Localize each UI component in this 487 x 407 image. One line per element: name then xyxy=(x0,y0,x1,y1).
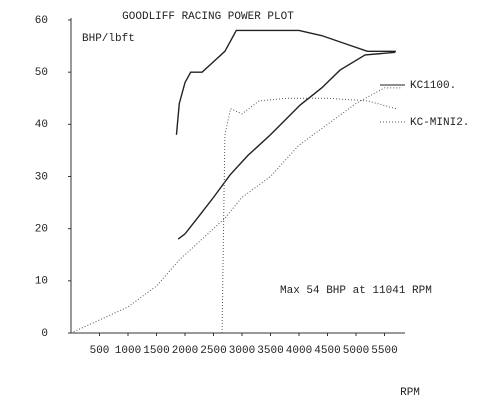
x-axis-label: RPM xyxy=(400,387,420,399)
x-tick-label: 4000 xyxy=(286,345,312,357)
series-line xyxy=(177,51,396,240)
y-tick-label: 50 xyxy=(35,67,48,79)
chart-title: GOODLIFF RACING POWER PLOT xyxy=(122,11,294,23)
x-tick-label: 3500 xyxy=(257,345,283,357)
x-tick-label: 3000 xyxy=(229,345,255,357)
x-tick-label: 500 xyxy=(90,345,110,357)
y-tick-label: 30 xyxy=(35,171,48,183)
y-axis-label: BHP/lbft xyxy=(82,33,135,45)
x-tick-label: 1500 xyxy=(143,345,169,357)
annotation: Max 54 BHP at 11041 RPM xyxy=(280,285,432,297)
x-tick-label: 5500 xyxy=(371,345,397,357)
x-tick-label: 1000 xyxy=(115,345,141,357)
x-tick-label: 2000 xyxy=(172,345,198,357)
y-tick-label: 20 xyxy=(35,224,48,236)
x-tick-label: 2500 xyxy=(200,345,226,357)
legend-label: KC-MINI2. xyxy=(410,117,469,129)
legend-label: KC1100. xyxy=(410,80,456,92)
series-line xyxy=(175,29,396,135)
y-tick-label: 10 xyxy=(35,276,48,288)
x-tick-label: 5000 xyxy=(343,345,369,357)
y-tick-label: 60 xyxy=(35,15,48,27)
y-tick-label: 0 xyxy=(41,328,48,340)
series-line xyxy=(70,87,402,334)
x-tick-label: 4500 xyxy=(314,345,340,357)
series-line xyxy=(221,97,397,334)
y-tick-label: 40 xyxy=(35,119,48,131)
